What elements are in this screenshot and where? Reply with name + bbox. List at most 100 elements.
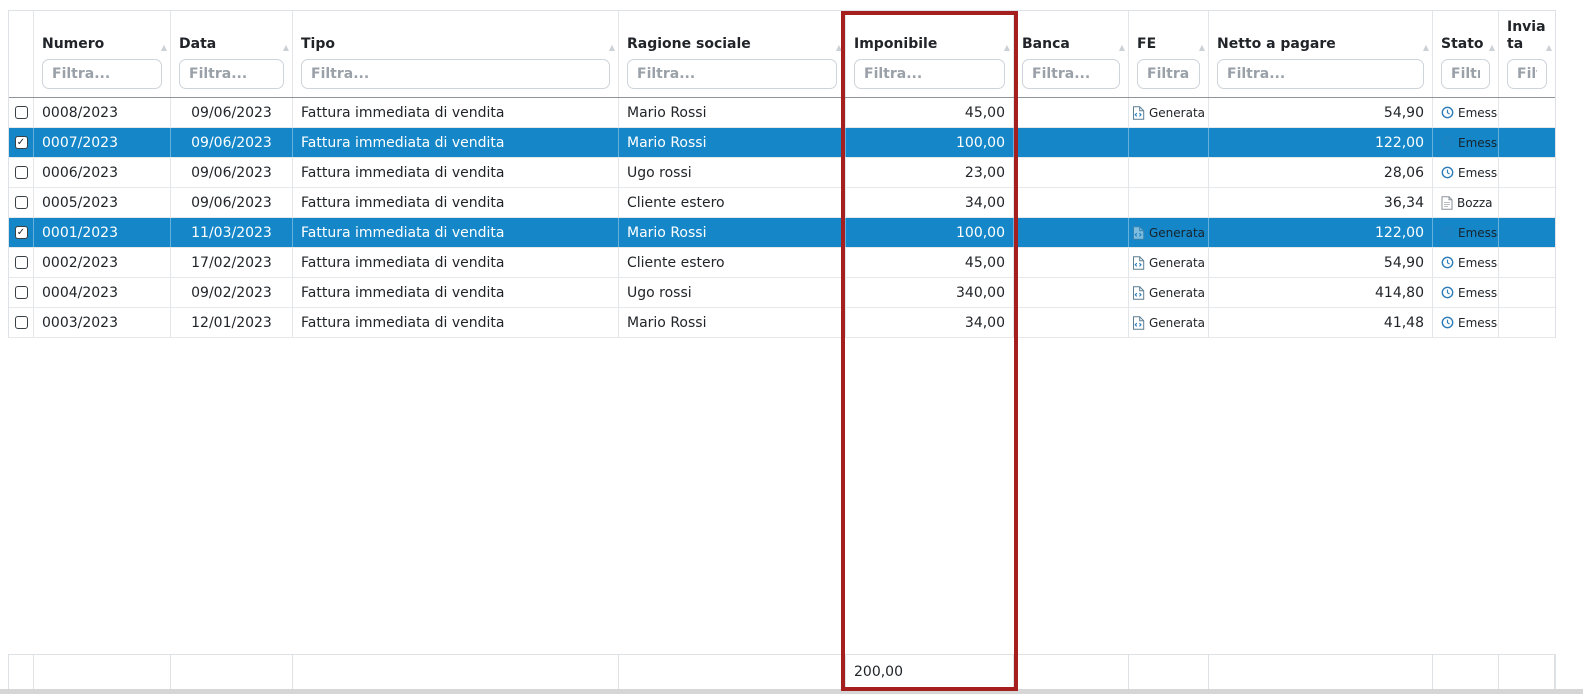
cell-stato[interactable]: Emessa bbox=[1433, 128, 1499, 157]
cell-fe[interactable]: Generata bbox=[1129, 98, 1209, 127]
column-title-numero[interactable]: Numero bbox=[42, 36, 105, 52]
cell-stato[interactable]: Bozza bbox=[1433, 188, 1499, 217]
row-checkbox[interactable] bbox=[14, 166, 28, 179]
cell-stato[interactable]: Emessa bbox=[1433, 98, 1499, 127]
row-checkbox[interactable] bbox=[14, 256, 28, 269]
cell-netto-a-pagare[interactable]: 54,90 bbox=[1209, 98, 1433, 127]
column-header-fe[interactable]: FE ▲ bbox=[1129, 11, 1209, 97]
horizontal-scrollbar[interactable] bbox=[0, 689, 1583, 694]
cell-fe[interactable]: Generata bbox=[1129, 278, 1209, 307]
cell-data[interactable]: 09/06/2023 bbox=[171, 188, 293, 217]
cell-ragione-sociale[interactable]: Cliente estero bbox=[619, 188, 846, 217]
cell-imponibile[interactable]: 23,00 bbox=[846, 158, 1014, 187]
cell-fe[interactable] bbox=[1129, 188, 1209, 217]
column-title-fe[interactable]: FE bbox=[1137, 36, 1157, 52]
cell-numero[interactable]: 0007/2023 bbox=[34, 128, 171, 157]
cell-banca[interactable] bbox=[1014, 308, 1129, 337]
cell-netto-a-pagare[interactable]: 36,34 bbox=[1209, 188, 1433, 217]
cell-inviata[interactable] bbox=[1499, 188, 1555, 217]
cell-fe[interactable] bbox=[1129, 158, 1209, 187]
cell-inviata[interactable] bbox=[1499, 98, 1555, 127]
column-header-data[interactable]: Data ▲ bbox=[171, 11, 293, 97]
column-header-ragione-sociale[interactable]: Ragione sociale ▲ bbox=[619, 11, 846, 97]
cell-banca[interactable] bbox=[1014, 278, 1129, 307]
cell-imponibile[interactable]: 100,00 bbox=[846, 128, 1014, 157]
filter-input-fe[interactable] bbox=[1137, 59, 1200, 89]
cell-numero[interactable]: 0008/2023 bbox=[34, 98, 171, 127]
cell-numero[interactable]: 0002/2023 bbox=[34, 248, 171, 277]
cell-ragione-sociale[interactable]: Cliente estero bbox=[619, 248, 846, 277]
sort-asc-icon[interactable]: ▲ bbox=[835, 43, 842, 52]
cell-netto-a-pagare[interactable]: 41,48 bbox=[1209, 308, 1433, 337]
cell-netto-a-pagare[interactable]: 414,80 bbox=[1209, 278, 1433, 307]
filter-input-ragione-sociale[interactable] bbox=[627, 59, 837, 89]
cell-numero[interactable]: 0006/2023 bbox=[34, 158, 171, 187]
sort-asc-icon[interactable]: ▲ bbox=[1198, 43, 1205, 52]
cell-fe[interactable]: Generata bbox=[1129, 308, 1209, 337]
cell-imponibile[interactable]: 340,00 bbox=[846, 278, 1014, 307]
cell-tipo[interactable]: Fattura immediata di vendita bbox=[293, 248, 619, 277]
cell-imponibile[interactable]: 34,00 bbox=[846, 308, 1014, 337]
sort-asc-icon[interactable]: ▲ bbox=[1118, 43, 1125, 52]
cell-banca[interactable] bbox=[1014, 188, 1129, 217]
column-title-tipo[interactable]: Tipo bbox=[301, 36, 335, 52]
column-title-netto-a-pagare[interactable]: Netto a pagare bbox=[1217, 36, 1336, 52]
column-header-banca[interactable]: Banca ▲ bbox=[1014, 11, 1129, 97]
sort-asc-icon[interactable]: ▲ bbox=[608, 43, 615, 52]
cell-ragione-sociale[interactable]: Ugo rossi bbox=[619, 278, 846, 307]
cell-inviata[interactable] bbox=[1499, 248, 1555, 277]
table-row[interactable]: ✓ 0001/2023 11/03/2023 Fattura immediata di… bbox=[9, 218, 1555, 248]
cell-banca[interactable] bbox=[1014, 248, 1129, 277]
cell-tipo[interactable]: Fattura immediata di vendita bbox=[293, 308, 619, 337]
cell-banca[interactable] bbox=[1014, 128, 1129, 157]
cell-tipo[interactable]: Fattura immediata di vendita bbox=[293, 158, 619, 187]
cell-stato[interactable]: Emessa bbox=[1433, 218, 1499, 247]
table-row[interactable]: ✓ 0007/2023 09/06/2023 Fattura immediata di… bbox=[9, 128, 1555, 158]
cell-inviata[interactable] bbox=[1499, 158, 1555, 187]
cell-fe[interactable]: Generata bbox=[1129, 248, 1209, 277]
cell-ragione-sociale[interactable]: Ugo rossi bbox=[619, 158, 846, 187]
row-checkbox[interactable] bbox=[14, 196, 28, 209]
cell-inviata[interactable] bbox=[1499, 218, 1555, 247]
cell-ragione-sociale[interactable]: Mario Rossi bbox=[619, 308, 846, 337]
sort-asc-icon[interactable]: ▲ bbox=[1488, 43, 1495, 52]
filter-input-data[interactable] bbox=[179, 59, 284, 89]
cell-stato[interactable]: Emessa bbox=[1433, 278, 1499, 307]
cell-numero[interactable]: 0003/2023 bbox=[34, 308, 171, 337]
filter-input-netto-a-pagare[interactable] bbox=[1217, 59, 1424, 89]
column-header-numero[interactable]: Numero ▲ bbox=[34, 11, 171, 97]
filter-input-tipo[interactable] bbox=[301, 59, 610, 89]
row-select-cell[interactable] bbox=[9, 308, 34, 337]
row-select-cell[interactable] bbox=[9, 278, 34, 307]
cell-fe[interactable]: Generata bbox=[1129, 218, 1209, 247]
cell-data[interactable]: 12/01/2023 bbox=[171, 308, 293, 337]
row-select-cell[interactable] bbox=[9, 248, 34, 277]
cell-netto-a-pagare[interactable]: 122,00 bbox=[1209, 128, 1433, 157]
cell-tipo[interactable]: Fattura immediata di vendita bbox=[293, 128, 619, 157]
sort-asc-icon[interactable]: ▲ bbox=[1545, 43, 1552, 52]
cell-data[interactable]: 09/06/2023 bbox=[171, 158, 293, 187]
column-title-data[interactable]: Data bbox=[179, 36, 217, 52]
cell-stato[interactable]: Emessa bbox=[1433, 308, 1499, 337]
row-select-cell[interactable] bbox=[9, 188, 34, 217]
column-title-banca[interactable]: Banca bbox=[1022, 36, 1070, 52]
column-title-ragione-sociale[interactable]: Ragione sociale bbox=[627, 36, 751, 52]
cell-fe[interactable] bbox=[1129, 128, 1209, 157]
sort-asc-icon[interactable]: ▲ bbox=[160, 43, 167, 52]
filter-input-numero[interactable] bbox=[42, 59, 162, 89]
row-select-cell[interactable]: ✓ bbox=[9, 218, 34, 247]
cell-imponibile[interactable]: 45,00 bbox=[846, 248, 1014, 277]
sort-asc-icon[interactable]: ▲ bbox=[1003, 43, 1010, 52]
cell-numero[interactable]: 0004/2023 bbox=[34, 278, 171, 307]
cell-banca[interactable] bbox=[1014, 98, 1129, 127]
cell-data[interactable]: 09/02/2023 bbox=[171, 278, 293, 307]
filter-input-banca[interactable] bbox=[1022, 59, 1120, 89]
cell-data[interactable]: 11/03/2023 bbox=[171, 218, 293, 247]
row-checkbox[interactable] bbox=[14, 316, 28, 329]
table-row[interactable]: 0004/2023 09/02/2023 Fattura immediata di … bbox=[9, 278, 1555, 308]
cell-imponibile[interactable]: 100,00 bbox=[846, 218, 1014, 247]
cell-stato[interactable]: Emessa bbox=[1433, 248, 1499, 277]
cell-tipo[interactable]: Fattura immediata di vendita bbox=[293, 188, 619, 217]
cell-numero[interactable]: 0001/2023 bbox=[34, 218, 171, 247]
cell-inviata[interactable] bbox=[1499, 308, 1555, 337]
